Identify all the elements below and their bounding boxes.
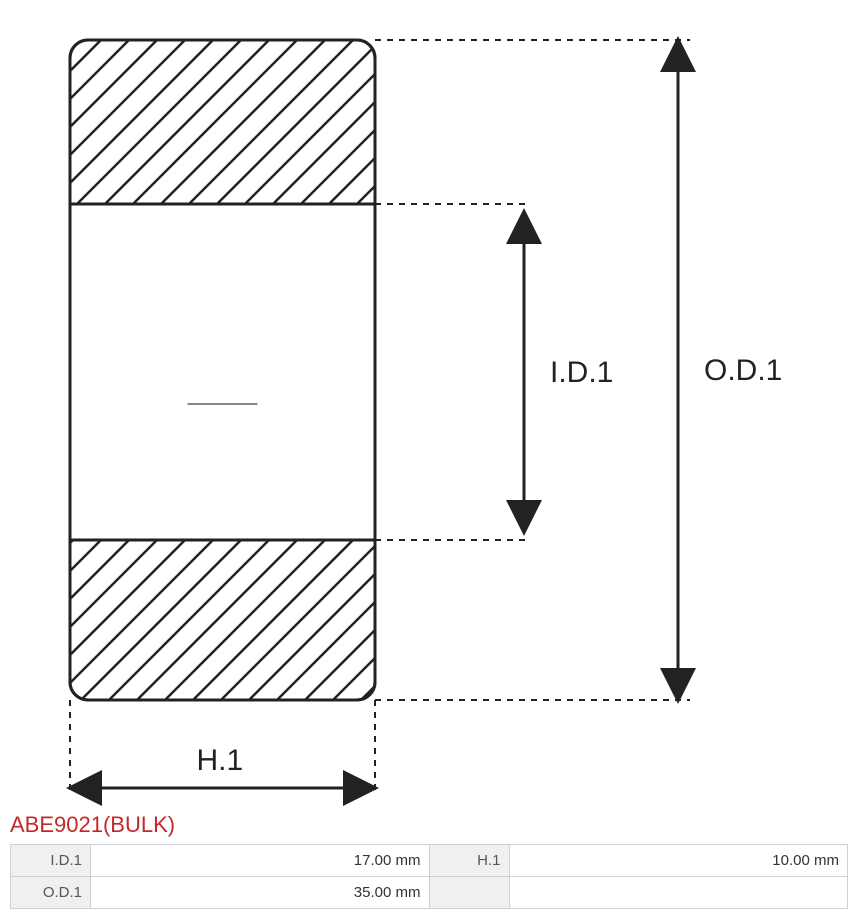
spec-value bbox=[509, 877, 848, 909]
spec-value: 35.00 mm bbox=[91, 877, 430, 909]
spec-label bbox=[429, 877, 509, 909]
svg-text:O.D.1: O.D.1 bbox=[704, 354, 782, 387]
product-title: ABE9021(BULK) bbox=[0, 810, 848, 844]
spec-value: 17.00 mm bbox=[91, 845, 430, 877]
dimension-diagram: O.D.1 I.D.1 H.1 bbox=[0, 0, 848, 810]
table-row: O.D.1 35.00 mm bbox=[11, 877, 848, 909]
svg-text:H.1: H.1 bbox=[197, 744, 244, 777]
spec-table: I.D.1 17.00 mm H.1 10.00 mm O.D.1 35.00 … bbox=[10, 844, 848, 909]
spec-label: H.1 bbox=[429, 845, 509, 877]
table-row: I.D.1 17.00 mm H.1 10.00 mm bbox=[11, 845, 848, 877]
spec-label: O.D.1 bbox=[11, 877, 91, 909]
spec-label: I.D.1 bbox=[11, 845, 91, 877]
spec-value: 10.00 mm bbox=[509, 845, 848, 877]
svg-text:I.D.1: I.D.1 bbox=[550, 356, 613, 389]
